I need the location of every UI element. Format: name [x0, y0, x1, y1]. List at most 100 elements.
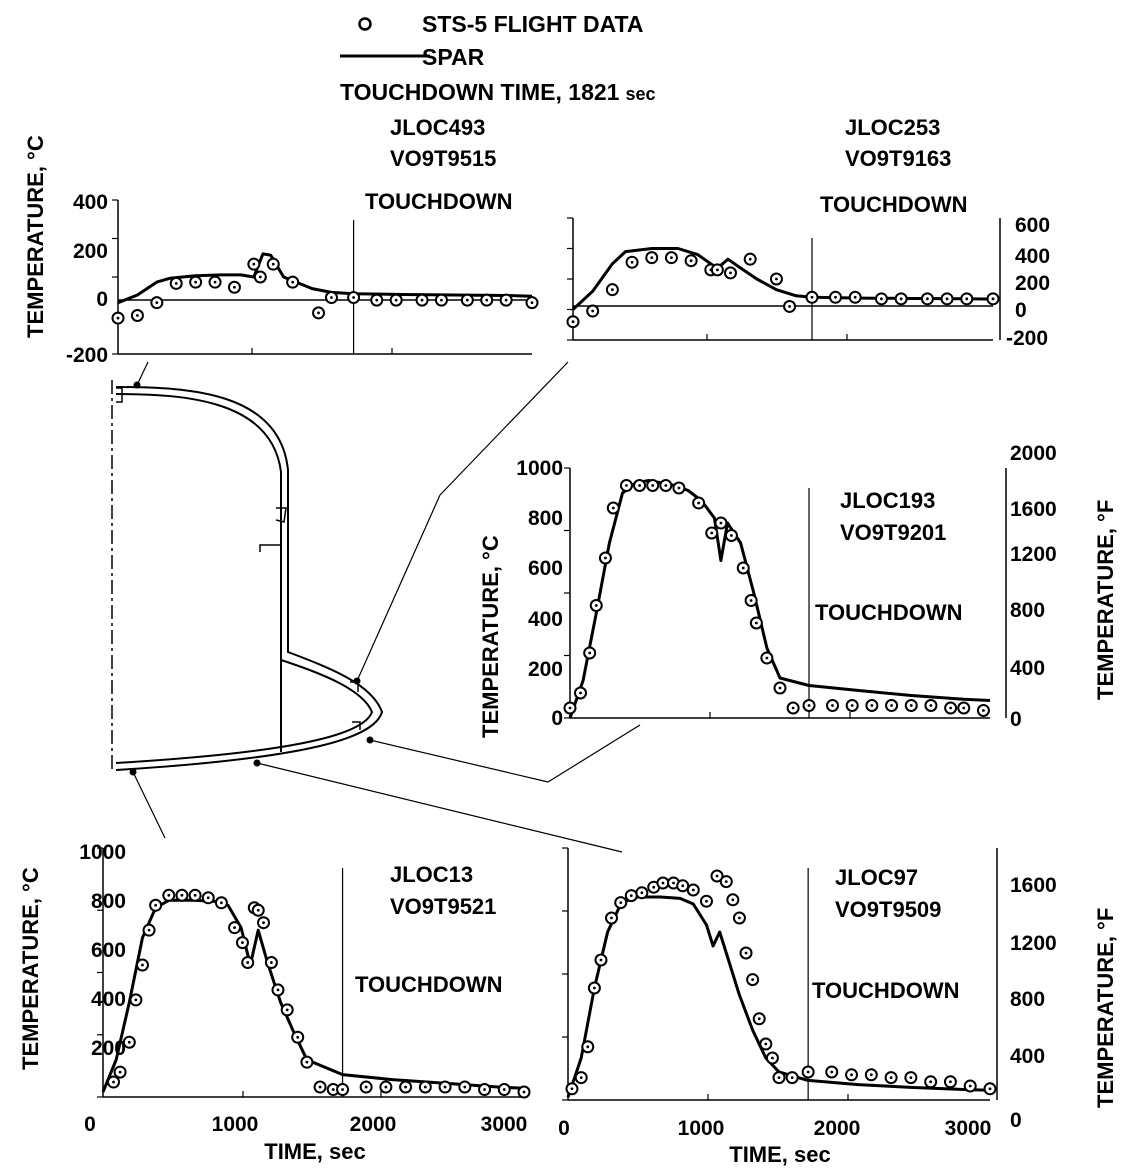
- panel-jloc193-ytick: 600: [528, 557, 563, 580]
- wing-section-diagram: [111, 361, 641, 853]
- panel-jloc193-flight-point-center: [890, 704, 893, 707]
- legend: STS-5 FLIGHT DATA SPAR TOUCHDOWN TIME, 1…: [340, 11, 656, 105]
- panel-jloc97-xlabel: TIME, sec: [729, 1142, 830, 1167]
- panel-jloc13-flight-point-center: [141, 963, 144, 967]
- panel-jloc97-flight-point-center: [830, 1070, 834, 1074]
- panel-jloc97-ytick: 800: [1010, 988, 1045, 1011]
- panel-jloc97-flight-point-center: [619, 901, 623, 904]
- panel-jloc493-flight-point-center: [291, 280, 295, 284]
- panel-jloc253-flight-point-center: [591, 309, 595, 313]
- panel-jloc13-flight-point-center: [147, 928, 151, 932]
- panel-jloc97-flight-point-center: [744, 951, 748, 955]
- panel-jloc13-location: JLOC13: [390, 862, 473, 887]
- legend-flight-label: STS-5 FLIGHT DATA: [422, 11, 643, 37]
- panel-jloc13-flight-point-center: [341, 1088, 344, 1091]
- panel-jloc253-spar-line: [571, 247, 994, 311]
- panel-jloc493-ylabel: TEMPERATURE, °C: [23, 135, 48, 338]
- panel-jloc97-ytick: 1600: [1010, 874, 1057, 897]
- panel-jloc13-flight-point-center: [305, 1060, 309, 1064]
- panel-jloc97-flight-point-center: [949, 1080, 952, 1084]
- panel-jloc253-flight-point-center: [853, 295, 857, 299]
- panel-jloc97-ytick: 0: [1010, 1109, 1022, 1132]
- panel-jloc253-touchdown-label: TOUCHDOWN: [820, 192, 967, 217]
- panel-jloc97-flight-point-center: [610, 916, 613, 920]
- panel-jloc253-flight-point-center: [991, 297, 995, 301]
- panel-jloc193-flight-point-center: [749, 599, 753, 602]
- panel-jloc253-flight-point-center: [571, 320, 575, 324]
- panel-jloc493: JLOC493 VO9T9515 TEMPERATURE, °C 400 200…: [23, 115, 512, 367]
- panel-jloc193-flight-point-center: [741, 566, 745, 570]
- panel-jloc193-flight-point-center: [778, 686, 782, 690]
- panel-jloc253-flight-point-center: [899, 297, 903, 301]
- panel-jloc193-flight-point-center: [807, 704, 811, 707]
- touchdown-time-unit: sec: [625, 84, 655, 104]
- panel-jloc253-ytick: -200: [1006, 327, 1048, 350]
- panel-jloc13-flight-point-center: [404, 1085, 407, 1089]
- panel-jloc493-flight-point-center: [233, 285, 236, 289]
- panel-jloc253-flight-point-center: [748, 257, 752, 261]
- panel-jloc193-flight-point-center: [791, 706, 795, 710]
- panel-jloc193-ytick-right: 400: [1010, 657, 1045, 680]
- panel-jloc193-ytick: 0: [551, 707, 563, 730]
- panel-jloc253-ytick: 600: [1015, 214, 1050, 237]
- panel-jloc97-flight-point-center: [579, 1076, 583, 1079]
- panel-jloc97-flight-point-center: [599, 958, 603, 962]
- panel-jloc97-flight-point-center: [592, 986, 596, 990]
- panel-jloc13-sensor: VO9T9521: [390, 894, 496, 919]
- panel-jloc97-spar-line: [566, 895, 991, 1098]
- panel-jloc13-touchdown-label: TOUCHDOWN: [355, 972, 502, 997]
- panel-jloc193-location: JLOC193: [840, 488, 935, 513]
- panel-jloc13-flight-point-center: [134, 998, 138, 1002]
- legend-spar-label: SPAR: [422, 44, 485, 70]
- panel-jloc493-flight-point-center: [375, 298, 379, 302]
- panel-jloc193-flight-point-center: [929, 704, 933, 707]
- panel-jloc193-flight-point-center: [625, 484, 628, 487]
- panel-jloc97-xtick: 3000: [945, 1117, 992, 1140]
- panel-jloc493-flight-point-center: [252, 262, 256, 266]
- panel-jloc97-flight-point-center: [929, 1080, 933, 1084]
- panel-jloc253-flight-point-center: [630, 260, 634, 264]
- panel-jloc493-flight-point-center: [420, 298, 424, 302]
- panel-jloc253-location: JLOC253: [845, 115, 940, 140]
- panel-jloc193-flight-point-center: [697, 501, 701, 505]
- wing-detail-clip-lower: [352, 721, 361, 730]
- panel-jloc253-flight-point-center: [834, 295, 837, 299]
- panel-jloc13-flight-point-center: [193, 893, 197, 897]
- panel-jloc97-sensor: VO9T9509: [835, 897, 941, 922]
- panel-jloc13-flight-point-center: [318, 1085, 322, 1089]
- panel-jloc193-flight-point-center: [909, 704, 913, 707]
- panel-jloc493-flight-point-center: [530, 301, 534, 305]
- panel-jloc193-flight-point-center: [604, 556, 607, 560]
- leader-jloc13: [132, 771, 166, 839]
- leader-jloc253-b: [439, 361, 569, 496]
- panel-jloc13-flight-point-center: [384, 1085, 388, 1089]
- panel-jloc253-flight-point-center: [880, 297, 883, 301]
- panel-jloc13-ytick: 400: [91, 988, 126, 1011]
- panel-jloc193-touchdown-label: TOUCHDOWN: [815, 600, 962, 625]
- panel-jloc13-flight-point-center: [241, 941, 244, 945]
- panel-jloc13-ytick: 800: [91, 890, 126, 913]
- panel-jloc13-flight-point-center: [220, 901, 223, 905]
- panel-jloc13: JLOC13 VO9T9521 TEMPERATURE, °C TIME, se…: [18, 841, 527, 1164]
- panel-jloc13-flight-point-center: [285, 1008, 289, 1012]
- panel-jloc97-flight-point-center: [771, 1056, 774, 1060]
- panel-jloc493-flight-point-center: [485, 298, 489, 302]
- panel-jloc493-flight-point-center: [136, 314, 139, 317]
- chart-marks: [97, 199, 1007, 1101]
- panel-jloc13-flight-point-center: [270, 961, 273, 964]
- panel-jloc13-flight-point-center: [180, 893, 184, 897]
- touchdown-time-value: TOUCHDOWN TIME, 1821: [340, 79, 620, 105]
- leader-jloc493: [136, 361, 149, 386]
- panel-jloc493-location: JLOC493: [390, 115, 485, 140]
- panel-jloc493-sensor: VO9T9515: [390, 146, 496, 171]
- panel-jloc13-flight-point-center: [206, 896, 210, 900]
- panel-jloc13-flight-point-center: [483, 1088, 486, 1091]
- panel-jloc193-flight-point-center: [594, 604, 598, 607]
- leader-jloc193-b: [547, 724, 641, 783]
- panel-jloc97-ytick: 400: [1010, 1045, 1045, 1068]
- panel-jloc97-flight-point-center: [681, 884, 685, 888]
- panel-jloc493-flight-point-center: [465, 298, 469, 302]
- panel-jloc97-flight-point-center: [570, 1087, 574, 1091]
- panel-jloc493-flight-point-center: [116, 316, 120, 320]
